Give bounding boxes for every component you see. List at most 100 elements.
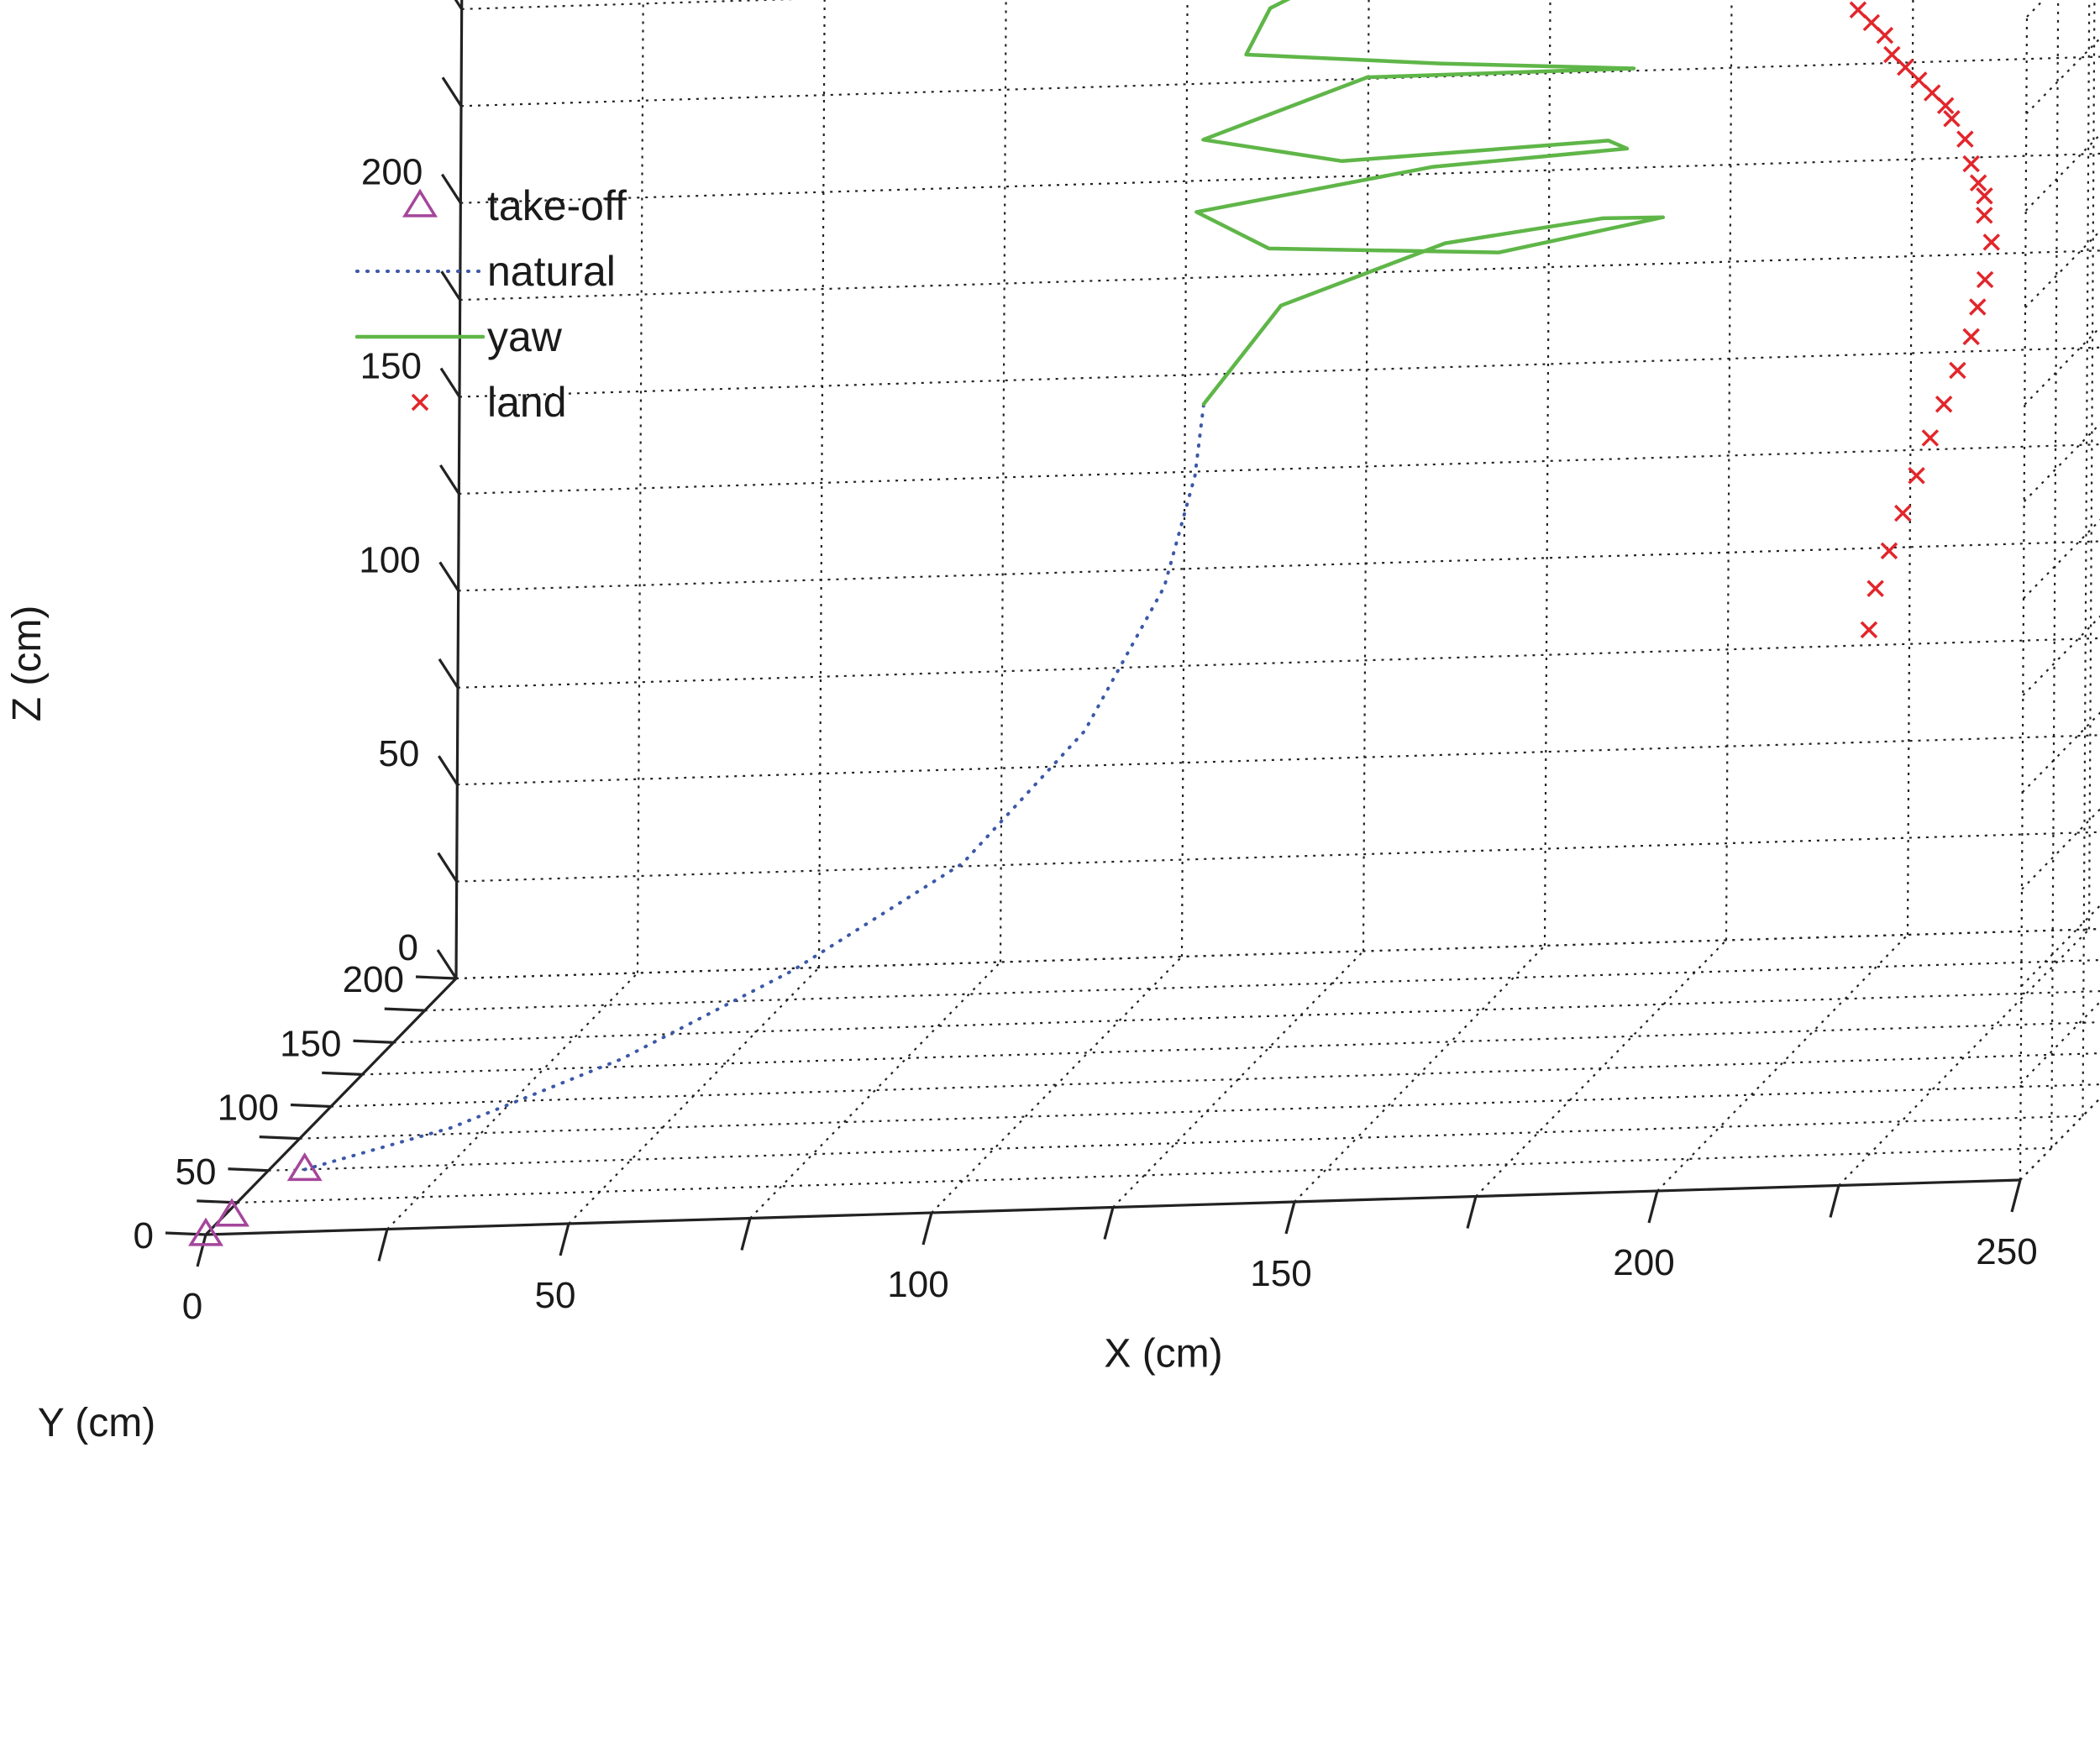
land-marker [1982, 233, 2001, 251]
takeoff-marker [188, 1217, 223, 1246]
y-axis-tick [353, 1039, 394, 1044]
land-marker [1969, 174, 1987, 192]
y-axis-tick [228, 1167, 269, 1172]
natural-series-line [302, 402, 1205, 1172]
x-axis-tick [740, 1218, 752, 1251]
back-wall-grid-line [457, 637, 2100, 689]
takeoff-marker [286, 1152, 323, 1182]
x-axis-tick [1284, 1201, 1296, 1235]
legend-label-natural: natural [487, 248, 616, 295]
z-axis-label: Z (cm) [5, 606, 50, 722]
land-marker [1935, 395, 1953, 413]
land-marker [1866, 580, 1884, 597]
floor-grid-line [299, 1083, 2100, 1140]
axes [165, 0, 2022, 1267]
data-series [188, 0, 2001, 1246]
side-wall-grid-line [2082, 0, 2091, 1116]
x-axis-tick [2010, 1179, 2022, 1213]
floor-grid-line [1112, 950, 1364, 1209]
y-tick-label: 150 [280, 1023, 341, 1064]
yaw-series-line [1194, 0, 1666, 406]
back-wall-grid-line [1725, 0, 1733, 941]
z-axis-tick [440, 270, 462, 301]
floor-grid-line [931, 956, 1183, 1214]
legend-label-land: land [487, 379, 567, 426]
side-wall-grid-line [2019, 1097, 2100, 1181]
land-marker [1921, 429, 1940, 447]
z-axis-tick [439, 367, 461, 398]
side-wall-grid-line [2021, 807, 2100, 890]
back-wall-grid-line [636, 0, 644, 973]
land-marker [1956, 130, 1974, 148]
side-wall-grid-line [2023, 422, 2100, 502]
x-axis-tick [1103, 1207, 1115, 1240]
x-axis-tick [559, 1223, 570, 1256]
back-wall-grid-line [456, 831, 2100, 883]
land-marker [1894, 504, 1912, 522]
z-tick-label: 50 [378, 733, 419, 774]
y-axis-tick [259, 1135, 300, 1141]
land-marker [1883, 45, 1901, 64]
floor-grid-line [1838, 928, 2090, 1187]
back-wall-grid-line [459, 443, 2100, 496]
floor-grid-line [1475, 939, 1727, 1198]
legend-swatch-land [411, 393, 429, 412]
z-axis-tick [438, 658, 459, 689]
x-tick-label: 50 [535, 1275, 576, 1316]
back-wall-grid-line [1180, 0, 1189, 957]
z-axis-tick [438, 464, 460, 495]
land-marker [1880, 542, 1898, 560]
side-wall-grid-line [2024, 133, 2100, 212]
back-wall-grid-line [1906, 0, 1914, 936]
land-marker [1936, 97, 1955, 114]
legend-label-take-off: take-off [487, 182, 627, 229]
land-marker [1862, 13, 1881, 32]
floor-grid-line [237, 1146, 2052, 1204]
y-axis-tick [165, 1231, 207, 1236]
x-axis-label: X (cm) [1104, 1332, 1222, 1377]
y-tick-label: 0 [134, 1215, 154, 1256]
side-wall-grid-line [2025, 37, 2100, 115]
back-wall-grid-line [455, 928, 2100, 980]
side-wall-grid-line [2021, 711, 2100, 794]
y-axis-tick [322, 1071, 363, 1076]
z-axis-tick [454, 0, 464, 10]
back-wall-grid-line [460, 152, 2100, 204]
land-marker [1962, 155, 1980, 173]
floor-grid-line [362, 1021, 2100, 1076]
x-tick-label: 200 [1613, 1242, 1674, 1283]
side-wall-grid-line [2050, 0, 2060, 1148]
floor-grid-line [1656, 934, 1908, 1192]
land-marker [1943, 109, 1961, 128]
x-axis-tick [196, 1234, 207, 1267]
land-marker [1908, 467, 1925, 485]
takeoff-marker [214, 1198, 249, 1227]
x-axis-tick [1466, 1196, 1478, 1229]
land-marker [1910, 71, 1928, 89]
z-axis-tick [437, 755, 459, 786]
floor-grid-line [568, 967, 820, 1225]
z-tick-label: 200 [361, 152, 423, 193]
x-axis-tick [1647, 1190, 1659, 1224]
land-marker [1860, 621, 1878, 639]
y-axis-label: Y (cm) [38, 1401, 155, 1445]
floor-grid-line [1294, 945, 1546, 1203]
back-wall-grid-line [459, 346, 2100, 398]
floor-grid-line [749, 961, 1001, 1219]
y-axis-tick [415, 975, 457, 980]
back-wall-grid-line [1543, 0, 1551, 947]
x-tick-label: 100 [887, 1264, 948, 1305]
legend-label-yaw: yaw [487, 313, 563, 360]
z-axis-tick [438, 561, 460, 592]
land-marker [1976, 270, 1994, 289]
x-tick-label: 250 [1976, 1231, 2037, 1272]
side-wall-grid-line [2022, 615, 2100, 696]
land-marker [1849, 1, 1867, 18]
y-axis-tick [290, 1103, 332, 1109]
floor-grid-line [393, 990, 2100, 1044]
y-tick-label: 200 [343, 959, 404, 1000]
floor-grid-line [268, 1115, 2083, 1172]
floor-grid-line [2019, 1097, 2100, 1181]
x-axis-tick [921, 1212, 933, 1246]
y-tick-label: 100 [218, 1088, 279, 1129]
